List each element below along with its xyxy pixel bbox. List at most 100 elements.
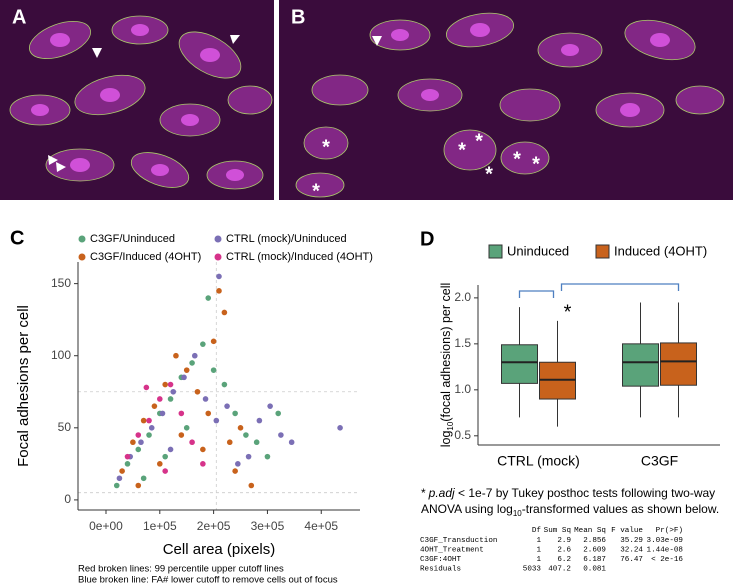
table-cell: 6.2 (557, 556, 571, 564)
data-point (237, 425, 244, 431)
data-point (146, 432, 152, 438)
cell-marker: * (532, 153, 540, 175)
data-point (213, 417, 220, 424)
micrograph-a (0, 0, 274, 200)
data-point (116, 475, 123, 482)
panel-label: C (10, 227, 24, 249)
table-cell: 1 (536, 537, 541, 545)
table-header: Pr(>F) (656, 527, 683, 535)
data-point (183, 367, 190, 373)
legend-label: Uninduced (507, 243, 569, 258)
box (622, 343, 659, 387)
table-cell: C3GF_Transduction (420, 537, 497, 545)
cell-marker: * (312, 180, 320, 202)
data-point (124, 453, 131, 460)
legend-swatch (595, 244, 610, 259)
footnote-part: ANOVA using log (421, 502, 513, 516)
data-point (159, 410, 166, 417)
data-point (135, 432, 142, 438)
table-header: F value (611, 527, 643, 535)
table-header: Sum Sq (544, 527, 571, 535)
table-cell: 3.03e-09 (647, 537, 684, 545)
significance-bracket (518, 290, 555, 298)
table-cell: 0.081 (583, 566, 606, 574)
data-point (210, 338, 217, 345)
table-cell: 6.187 (583, 556, 606, 564)
legend-label: CTRL (mock)/Uninduced (226, 233, 347, 245)
x-tick-label: 4e+05 (304, 519, 338, 533)
data-point (143, 384, 150, 391)
data-point (167, 381, 174, 388)
cell-marker: * (485, 163, 493, 185)
data-point (194, 388, 201, 395)
data-point (135, 482, 142, 489)
data-point (275, 410, 281, 417)
data-point (178, 432, 185, 438)
cell-marker: * (475, 130, 483, 152)
data-point (181, 374, 187, 381)
footnote: ANOVA using log10-transformed values as … (421, 502, 719, 518)
significance-bracket (560, 283, 680, 291)
data-point (135, 446, 142, 453)
data-point (119, 468, 125, 474)
panel-label: D (420, 228, 434, 250)
data-point (151, 403, 158, 409)
data-point (173, 352, 179, 359)
table-cell: C3GF:4OHT (420, 556, 461, 564)
footnote-part: * (421, 486, 426, 500)
table-cell: 5033 (523, 566, 542, 574)
data-point (226, 439, 233, 446)
data-point (278, 432, 284, 438)
data-point (157, 461, 163, 467)
x-tick-label: 1e+05 (143, 519, 177, 533)
table-cell: 2.9 (557, 537, 571, 545)
table-cell: 32.24 (620, 547, 643, 555)
data-point (167, 446, 174, 453)
footnote-sub: 10 (513, 509, 522, 518)
table-cell: 1 (536, 547, 541, 555)
data-point (245, 453, 252, 460)
x-tick-label: 0e+00 (89, 519, 123, 533)
y-title-part: (focal adhesions) per cell (439, 283, 453, 422)
cell-marker: * (513, 148, 521, 170)
y-tick-label: 1.0 (454, 382, 471, 396)
y-tick-label: 1.5 (454, 336, 471, 350)
significance-marker: * (564, 301, 572, 323)
y-axis-title: log10(focal adhesions) per cell (439, 283, 455, 448)
data-point (256, 417, 263, 424)
table-cell: 2.6 (557, 547, 571, 555)
y-title-sub: 10 (446, 421, 455, 430)
data-point (140, 475, 147, 482)
data-point (162, 453, 168, 460)
footnote-part: p.adj (428, 486, 455, 500)
data-point (243, 432, 249, 438)
table-cell: 407.2 (548, 566, 571, 574)
data-point (200, 446, 206, 453)
legend-marker (78, 235, 86, 243)
data-point (189, 360, 195, 366)
data-point (337, 425, 343, 431)
data-point (113, 482, 120, 489)
table-cell: 1.44e-08 (647, 547, 684, 555)
x-tick-label: CTRL (mock) (497, 453, 580, 469)
panel-label: A (12, 6, 26, 28)
footnote-part: -transformed values as shown below. (522, 502, 719, 516)
data-point (232, 410, 238, 417)
data-point (248, 482, 255, 489)
data-point (221, 381, 228, 388)
micrograph-b (279, 0, 733, 200)
legend-label: C3GF/Induced (4OHT) (90, 251, 201, 263)
table-cell: 76.47 (620, 556, 643, 564)
data-point (189, 439, 195, 446)
box (660, 342, 697, 386)
y-axis-title: Focal adhesions per cell (15, 305, 32, 467)
chart-note: Blue broken line: FA# lower cutoff to re… (78, 575, 338, 583)
y-tick-label: 50 (58, 420, 72, 434)
data-point (232, 468, 238, 474)
y-tick-label: 2.0 (454, 290, 471, 304)
footnote-part: < 1e-7 by Tukey posthoc tests following … (455, 486, 715, 500)
data-point (124, 461, 131, 467)
x-tick-label: 3e+05 (251, 519, 285, 533)
data-point (224, 403, 230, 409)
